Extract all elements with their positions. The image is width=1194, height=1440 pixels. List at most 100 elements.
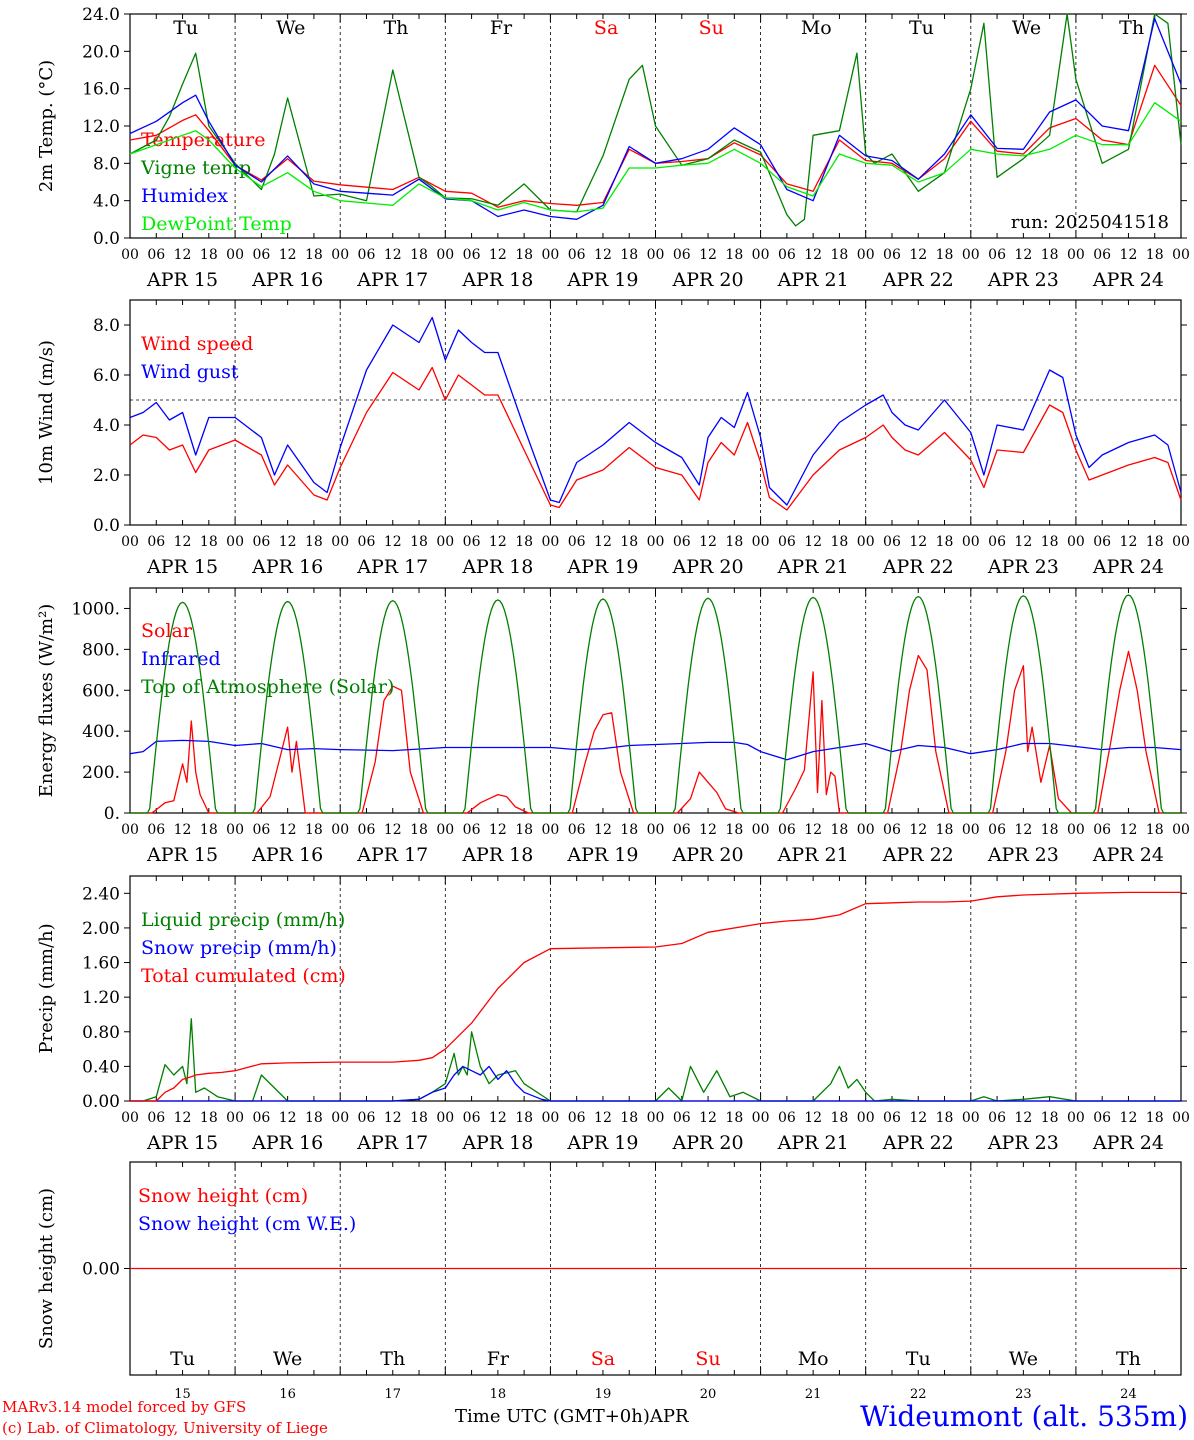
legend-entry: Liquid precip (mm/h) (141, 909, 345, 931)
panel-frame-2 (129, 587, 1182, 814)
hour-tick-label: 06 (568, 1110, 586, 1126)
hour-tick-label: 00 (752, 1110, 770, 1126)
hour-tick-label: 12 (1120, 822, 1138, 838)
legend-entry: Top of Atmosphere (Solar) (141, 676, 394, 698)
y-tick-label: 2.40 (82, 884, 120, 904)
y-tick-label: 1.20 (82, 988, 120, 1008)
hour-tick-label: 12 (174, 1110, 192, 1126)
series-line-total-cumulated-cm- (130, 891, 1181, 1102)
hour-tick-label: 18 (620, 1110, 638, 1126)
y-tick-label: 0. (104, 804, 120, 824)
legend-entry: Total cumulated (cm) (141, 965, 346, 987)
hour-tick-label: 06 (252, 822, 270, 838)
hour-tick-label: 06 (358, 1110, 376, 1126)
hour-tick-label: 12 (1014, 247, 1032, 263)
hour-tick-label: 12 (384, 534, 402, 550)
date-label: APR 17 (356, 269, 428, 291)
date-label: APR 15 (146, 269, 218, 291)
hour-tick-label: 00 (1067, 822, 1085, 838)
date-label: APR 24 (1092, 556, 1164, 578)
series-line-snow-precip-mm-h- (130, 1065, 1181, 1102)
date-label: APR 24 (1092, 1132, 1164, 1154)
hour-tick-label: 06 (463, 247, 481, 263)
hour-tick-label: 18 (1041, 1110, 1059, 1126)
hour-tick-label: 00 (121, 534, 139, 550)
hour-tick-label: 00 (1172, 1110, 1190, 1126)
date-label: APR 17 (356, 1132, 428, 1154)
hour-tick-label: 00 (541, 1110, 559, 1126)
hour-tick-label: 06 (147, 822, 165, 838)
day-number-label: 22 (910, 1387, 927, 1402)
date-label: APR 17 (356, 844, 428, 866)
hour-tick-label: 18 (515, 822, 533, 838)
hour-tick-label: 12 (1014, 822, 1032, 838)
hour-tick-label: 12 (804, 247, 822, 263)
hour-tick-label: 12 (1120, 247, 1138, 263)
hour-tick-label: 00 (962, 1110, 980, 1126)
hour-tick-label: 00 (1067, 247, 1085, 263)
hour-tick-label: 12 (174, 534, 192, 550)
legend-entry: Temperature (141, 129, 265, 151)
hour-tick-label: 00 (226, 1110, 244, 1126)
hour-tick-label: 00 (331, 534, 349, 550)
hour-tick-label: 00 (331, 822, 349, 838)
hour-tick-label: 18 (831, 534, 849, 550)
hour-tick-label: 12 (804, 822, 822, 838)
hour-tick-label: 18 (1041, 247, 1059, 263)
date-label: APR 18 (461, 556, 533, 578)
hour-tick-label: 18 (620, 534, 638, 550)
y-tick-label: 0.0 (93, 516, 120, 536)
y-tick-label: 6.0 (93, 366, 120, 386)
hour-tick-label: 06 (147, 247, 165, 263)
hour-tick-label: 12 (699, 1110, 717, 1126)
y-tick-label: 200. (82, 763, 120, 783)
hour-tick-label: 00 (962, 534, 980, 550)
hour-tick-label: 00 (226, 247, 244, 263)
series-line-wind-speed (129, 366, 1182, 511)
date-label: APR 19 (566, 844, 638, 866)
hour-tick-label: 00 (647, 534, 665, 550)
hour-tick-label: 12 (279, 822, 297, 838)
date-label: APR 22 (882, 269, 954, 291)
date-label: APR 24 (1092, 844, 1164, 866)
hour-tick-label: 12 (384, 247, 402, 263)
y-tick-label: 0.00 (82, 1260, 120, 1280)
hour-tick-label: 18 (305, 247, 323, 263)
hour-tick-label: 12 (174, 247, 192, 263)
weekday-label: Th (383, 17, 408, 39)
y-tick-label: 2.00 (82, 919, 120, 939)
hour-tick-label: 00 (1067, 534, 1085, 550)
hour-tick-label: 12 (594, 247, 612, 263)
hour-tick-label: 12 (594, 1110, 612, 1126)
date-label: APR 19 (566, 556, 638, 578)
hour-tick-label: 06 (778, 1110, 796, 1126)
hour-tick-label: 06 (147, 1110, 165, 1126)
y-tick-label: 2.0 (93, 466, 120, 486)
hour-tick-label: 00 (857, 534, 875, 550)
hour-tick-label: 00 (752, 534, 770, 550)
hour-tick-label: 12 (699, 822, 717, 838)
series-line-top-of-atmosphere-solar- (130, 594, 1181, 814)
hour-tick-label: 06 (883, 1110, 901, 1126)
hour-tick-label: 18 (305, 1110, 323, 1126)
hour-tick-label: 06 (568, 534, 586, 550)
hour-tick-label: 18 (1146, 822, 1164, 838)
hour-tick-label: 18 (831, 247, 849, 263)
weekday-label: Th (380, 1348, 405, 1370)
hour-tick-label: 18 (725, 247, 743, 263)
date-label: APR 20 (672, 269, 744, 291)
y-axis-label: Precip (mm/h) (36, 923, 57, 1053)
date-label: APR 21 (777, 556, 849, 578)
date-label: APR 21 (777, 844, 849, 866)
weekday-label: Su (699, 17, 724, 39)
hour-tick-label: 12 (279, 247, 297, 263)
hour-tick-label: 00 (331, 247, 349, 263)
hour-tick-label: 00 (647, 1110, 665, 1126)
hour-tick-label: 18 (936, 534, 954, 550)
hour-tick-label: 18 (620, 822, 638, 838)
hour-tick-label: 00 (962, 247, 980, 263)
date-label: APR 24 (1092, 269, 1164, 291)
date-label: APR 19 (566, 269, 638, 291)
y-axis-label: 10m Wind (m/s) (36, 340, 57, 485)
hour-tick-label: 18 (410, 1110, 428, 1126)
